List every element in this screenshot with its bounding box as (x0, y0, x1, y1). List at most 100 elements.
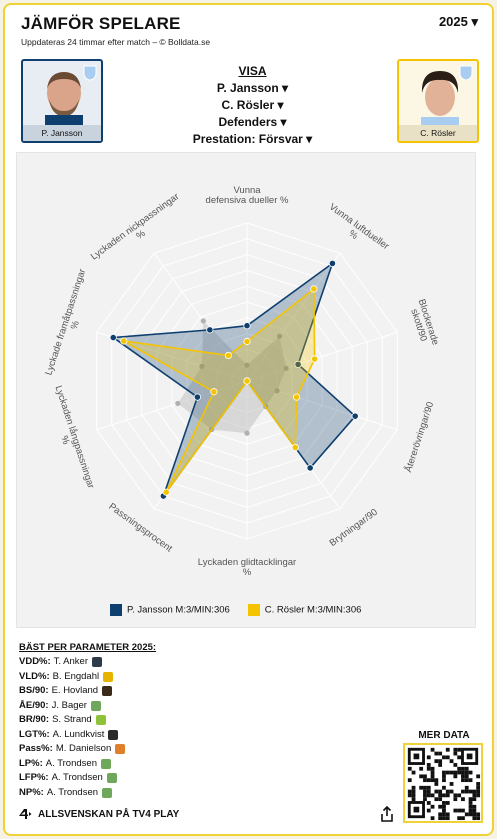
qr-module (442, 801, 446, 805)
data-point (162, 488, 170, 496)
share-icon[interactable] (380, 806, 394, 822)
axis-label: Brytningar/90 (328, 507, 380, 549)
qr-module (442, 774, 446, 779)
club-badge-icon (102, 787, 113, 798)
qr-module (472, 816, 477, 821)
qr-module (438, 797, 443, 802)
qr-module (466, 753, 473, 760)
qr-module (472, 808, 477, 813)
axis-label: Vunna defensiva dueller % (206, 185, 289, 206)
club-badge-icon (103, 671, 114, 682)
qr-module (461, 816, 465, 821)
qr-module (426, 766, 431, 771)
tv4-play-link[interactable]: ALLSVENSKAN PÅ TV4 PLAY (18, 808, 179, 820)
player2-dropdown[interactable]: C. Rösler ▾ (221, 98, 284, 112)
data-point (328, 259, 337, 268)
player1-dropdown[interactable]: P. Jansson ▾ (216, 81, 289, 95)
qr-module (445, 755, 450, 760)
qr-module (457, 770, 462, 775)
qr-module (442, 804, 446, 809)
qr-module (472, 789, 477, 794)
grid-spoke (96, 380, 248, 431)
qr-module (438, 804, 443, 809)
best-row-key: VLD%: (19, 670, 50, 682)
qr-module (468, 770, 473, 775)
player-card-left[interactable]: P. Jansson (21, 59, 103, 143)
qr-module (464, 785, 469, 790)
qr-module (476, 793, 481, 798)
data-point (210, 388, 218, 396)
axis-label: Lyckaden glidtacklingar% (198, 557, 296, 578)
data-point (243, 377, 251, 385)
year-dropdown[interactable]: 2025 ▾ (438, 14, 478, 29)
data-point (243, 337, 251, 346)
best-heading: BÄST PER PARAMETER 2025: (19, 642, 157, 653)
data-point (310, 285, 318, 293)
qr-module (442, 793, 446, 798)
qr-code[interactable] (403, 743, 483, 823)
legend-item-p2[interactable]: C. Rösler M:3/MIN:306 (247, 604, 361, 616)
qr-module (407, 766, 412, 771)
data-point (224, 351, 233, 360)
qr-module (426, 755, 431, 760)
qr-module (453, 793, 458, 798)
qr-module (476, 785, 481, 790)
qr-module (453, 797, 458, 802)
qr-module (464, 812, 469, 817)
qr-module (445, 801, 450, 805)
tv4-logo-icon (19, 809, 32, 819)
best-row-key: LFP%: (19, 772, 49, 783)
radar-chart-panel: Vunna defensiva dueller % Vunna luftduelle… (16, 152, 476, 628)
club-badge-icon (90, 700, 101, 711)
best-row-key: BS/90: (19, 685, 49, 696)
player-card-right[interactable]: C. Rösler (397, 59, 479, 143)
data-point (311, 355, 319, 363)
qr-module (468, 801, 473, 805)
qr-module (457, 747, 462, 752)
qr-module (426, 778, 431, 783)
axis-label: Blockeradeskott/90 (406, 298, 441, 350)
best-per-parameter: BÄST PER PARAMETER 2025: VDD%: T. Anker VL… (19, 642, 156, 800)
qr-module (453, 763, 458, 767)
average-point (276, 333, 283, 339)
qr-module (430, 747, 435, 752)
qr-module (419, 785, 424, 790)
position-dropdown[interactable]: Defenders ▾ (218, 115, 287, 129)
club-badge-icon (95, 715, 106, 726)
qr-module (449, 789, 454, 794)
qr-module (472, 812, 477, 817)
qr-module (457, 816, 462, 821)
legend-swatch-p2 (247, 604, 260, 616)
best-row-key: ÅE/90: (19, 699, 49, 711)
series-area-average (177, 320, 287, 434)
qr-module (426, 808, 431, 813)
qr-module (461, 789, 465, 794)
qr-module (442, 785, 446, 790)
qr-module (430, 816, 435, 821)
mer-data-label: MER DATA (418, 730, 470, 741)
club-badge-icon (102, 686, 113, 697)
grid-spoke (246, 252, 341, 382)
qr-module (434, 751, 439, 756)
qr-module (468, 789, 473, 794)
qr-module (430, 774, 435, 779)
qr-module (468, 797, 473, 802)
average-point (199, 363, 205, 369)
qr-module (472, 793, 477, 798)
visa-heading: VISA (238, 64, 267, 78)
metric-dropdown[interactable]: Prestation: Försvar ▾ (192, 132, 313, 146)
best-row-player: S. Strand (52, 714, 92, 725)
qr-module (476, 816, 481, 821)
best-row: LFP%: A. Trondsen (19, 771, 156, 786)
qr-module (430, 778, 435, 783)
qr-module (438, 812, 443, 817)
qr-module (468, 808, 473, 813)
qr-module (461, 797, 465, 802)
qr-module (468, 778, 473, 783)
best-row-player: A. Trondsen (51, 772, 103, 783)
data-point (109, 333, 117, 342)
legend-item-p1[interactable]: P. Jansson M:3/MIN:306 (110, 604, 230, 616)
qr-module (453, 747, 458, 752)
qr-module (453, 770, 458, 775)
tv4-play-label: ALLSVENSKAN PÅ TV4 PLAY (38, 808, 180, 820)
